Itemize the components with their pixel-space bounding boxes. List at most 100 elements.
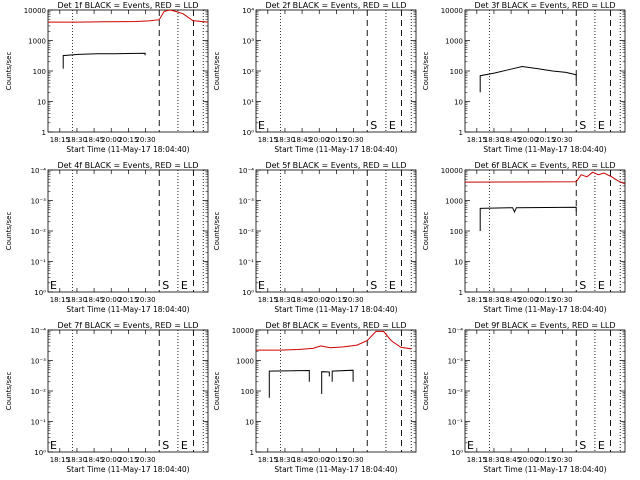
x-tick-label: 20:15 xyxy=(535,456,555,464)
chart-title: Det 7f BLACK = Events, RED = LLD xyxy=(57,321,198,330)
y-axis-label: Counts/sec xyxy=(422,372,430,411)
x-tick-label: 18:30 xyxy=(484,136,504,144)
x-axis-label: Start Time (11-May-17 18:04:40) xyxy=(66,305,189,314)
x-tick-label: 20:00 xyxy=(518,456,538,464)
x-axis-label: Start Time (11-May-17 18:04:40) xyxy=(483,465,606,474)
panel-det-3f: Det 3f BLACK = Events, RED = LLD 1 10 100 10… xyxy=(422,1,626,154)
x-tick-label: 18:45 xyxy=(501,136,521,144)
marker-label-s: S xyxy=(370,119,377,132)
y-tick-label: 1 xyxy=(459,129,463,137)
chart-title: Det 9f BLACK = Events, RED = LLD xyxy=(474,321,615,330)
y-tick-label: 100 xyxy=(33,68,46,76)
series-events-line xyxy=(321,371,330,394)
x-tick-label: 20:15 xyxy=(535,136,555,144)
y-tick-label: 10⁻² xyxy=(448,388,464,396)
panel-det-9f: Det 9f BLACK = Events, RED = LLD 10⁰ 10⁻¹ 1… xyxy=(422,321,626,474)
chart-title: Det 6f BLACK = Events, RED = LLD xyxy=(474,161,615,170)
x-axis-label: Start Time (11-May-17 18:04:40) xyxy=(483,305,606,314)
marker-label-s: S xyxy=(579,279,586,292)
x-tick-label: 20:00 xyxy=(518,136,538,144)
y-tick-label: 10⁻³ xyxy=(31,198,47,206)
x-axis-label: Start Time (11-May-17 18:04:40) xyxy=(483,145,606,154)
x-tick-label: 20:30 xyxy=(135,456,155,464)
x-tick-label: 18:30 xyxy=(67,456,87,464)
x-tick-label: 18:45 xyxy=(501,296,521,304)
x-tick-label: 20:15 xyxy=(118,456,138,464)
x-tick-label: 18:30 xyxy=(484,296,504,304)
y-tick-label: 100 xyxy=(241,388,254,396)
y-axis-label: Counts/sec xyxy=(213,372,221,411)
panel-det-2f: Det 2f BLACK = Events, RED = LLD 10⁰ 10¹ 10… xyxy=(213,1,417,154)
y-tick-label: 10⁻⁴ xyxy=(31,327,47,335)
marker-label-e: E xyxy=(389,119,396,132)
x-tick-label: 20:15 xyxy=(535,296,555,304)
x-tick-label: 18:45 xyxy=(501,456,521,464)
y-axis-label: Counts/sec xyxy=(5,212,13,251)
series-events-line xyxy=(62,52,146,69)
panel-det-4f: Det 4f BLACK = Events, RED = LLD 10⁰ 10⁻¹ 1… xyxy=(5,161,209,314)
y-tick-label: 10⁻⁴ xyxy=(31,167,47,175)
y-tick-label: 1000 xyxy=(445,38,463,46)
x-tick-label: 20:00 xyxy=(101,296,121,304)
y-tick-label: 10 xyxy=(454,99,463,107)
y-tick-label: 10000 xyxy=(441,167,463,175)
chart-title: Det 4f BLACK = Events, RED = LLD xyxy=(57,161,198,170)
marker-label-s: S xyxy=(579,119,586,132)
x-tick-label: 20:30 xyxy=(552,456,572,464)
y-tick-label: 10⁻² xyxy=(31,228,47,236)
x-tick-label: 20:30 xyxy=(343,136,363,144)
panel-det-8f: Det 8f BLACK = Events, RED = LLD 1 10 100 10… xyxy=(213,321,417,474)
x-tick-label: 18:30 xyxy=(275,456,295,464)
y-tick-label: 10⁰ xyxy=(34,289,46,297)
start-label: E xyxy=(467,439,474,452)
y-tick-label: 10⁻⁴ xyxy=(239,167,255,175)
series-events-line xyxy=(479,206,577,231)
y-tick-label: 10⁻¹ xyxy=(31,259,47,267)
x-tick-label: 20:15 xyxy=(326,456,346,464)
y-tick-label: 1000 xyxy=(445,198,463,206)
x-tick-label: 20:30 xyxy=(552,136,572,144)
y-tick-label: 10⁴ xyxy=(242,7,254,15)
y-tick-label: 1000 xyxy=(236,358,254,366)
x-tick-label: 20:00 xyxy=(101,136,121,144)
y-tick-label: 1 xyxy=(459,289,463,297)
y-tick-label: 1 xyxy=(42,129,46,137)
x-axis-label: Start Time (11-May-17 18:04:40) xyxy=(66,465,189,474)
y-tick-label: 10⁰ xyxy=(242,129,254,137)
x-tick-label: 20:00 xyxy=(518,296,538,304)
chart-title: Det 1f BLACK = Events, RED = LLD xyxy=(57,1,198,10)
marker-label-e: E xyxy=(598,119,605,132)
panel-det-6f: Det 6f BLACK = Events, RED = LLD 1 10 100 10… xyxy=(422,161,626,314)
x-tick-label: 20:15 xyxy=(326,136,346,144)
x-tick-label: 18:45 xyxy=(84,136,104,144)
y-tick-label: 10³ xyxy=(242,38,254,46)
x-tick-label: 20:30 xyxy=(343,296,363,304)
y-tick-label: 10⁻³ xyxy=(239,198,255,206)
chart-title: Det 3f BLACK = Events, RED = LLD xyxy=(474,1,615,10)
y-axis-label: Counts/sec xyxy=(5,372,13,411)
x-tick-label: 18:45 xyxy=(292,296,312,304)
x-tick-label: 20:15 xyxy=(118,296,138,304)
start-label: E xyxy=(50,439,57,452)
series-lld-line xyxy=(48,9,209,23)
y-tick-label: 10 xyxy=(454,259,463,267)
y-tick-label: 10⁻⁴ xyxy=(448,327,464,335)
chart-title: Det 2f BLACK = Events, RED = LLD xyxy=(265,1,406,10)
x-tick-label: 18:30 xyxy=(275,136,295,144)
panel-det-5f: Det 5f BLACK = Events, RED = LLD 10⁰ 10⁻¹ 1… xyxy=(213,161,417,314)
x-tick-label: 20:15 xyxy=(118,136,138,144)
y-tick-label: 10⁻¹ xyxy=(31,419,47,427)
x-tick-label: 18:45 xyxy=(84,296,104,304)
x-axis-label: Start Time (11-May-17 18:04:40) xyxy=(66,145,189,154)
x-tick-label: 20:30 xyxy=(135,136,155,144)
series-events-line xyxy=(479,65,577,93)
y-tick-label: 10⁻³ xyxy=(31,358,47,366)
y-tick-label: 10⁰ xyxy=(451,449,463,457)
x-tick-label: 20:15 xyxy=(326,296,346,304)
x-tick-label: 18:15 xyxy=(50,296,70,304)
x-tick-label: 20:30 xyxy=(135,296,155,304)
x-tick-label: 18:45 xyxy=(84,456,104,464)
y-tick-label: 1 xyxy=(250,449,254,457)
y-tick-label: 10⁻³ xyxy=(448,358,464,366)
